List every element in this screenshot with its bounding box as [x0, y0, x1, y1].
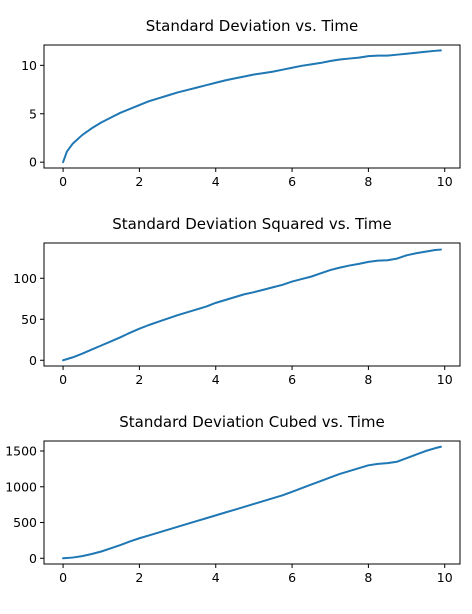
- series-line-1: [62, 445, 442, 560]
- y-tick-label: 50: [21, 312, 37, 327]
- y-tick-label: 0: [29, 353, 37, 368]
- x-tick-label: 2: [135, 570, 143, 585]
- y-tick-label: 5: [29, 106, 37, 121]
- x-tick-label: 8: [364, 174, 372, 189]
- chart-panel-3: Standard Deviation Cubed vs. Time 0 2 4 6 8 10…: [5, 413, 461, 585]
- x-tick-label: 8: [364, 570, 372, 585]
- x-tick-label: 6: [288, 570, 296, 585]
- axes-frame: [43, 44, 461, 169]
- axes-frame: [43, 242, 461, 367]
- x-tick-label: 0: [59, 174, 67, 189]
- y-tick-label: 100: [13, 271, 37, 286]
- y-tick-label: 0: [29, 155, 37, 170]
- y-tick-label: 1000: [5, 479, 37, 494]
- y-tick-label: 0: [29, 551, 37, 566]
- y-tick-label: 500: [13, 515, 37, 530]
- x-tick-label: 6: [288, 372, 296, 387]
- chart-title: Standard Deviation vs. Time: [146, 17, 358, 35]
- axes-frame: [43, 440, 461, 565]
- x-tick-label: 4: [212, 570, 220, 585]
- chart-panel-1: Standard Deviation vs. Time 0 2 4 6 8 10 0 5 10: [21, 17, 461, 189]
- x-tick-label: 2: [135, 174, 143, 189]
- series-line-1: [62, 49, 442, 164]
- x-tick-label: 10: [437, 570, 453, 585]
- y-tick-label: 1500: [5, 444, 37, 459]
- chart-title: Standard Deviation Squared vs. Time: [112, 215, 392, 233]
- x-tick-label: 2: [135, 372, 143, 387]
- x-tick-label: 0: [59, 570, 67, 585]
- x-tick-label: 10: [437, 372, 453, 387]
- chart-title: Standard Deviation Cubed vs. Time: [119, 413, 384, 431]
- x-tick-label: 4: [212, 174, 220, 189]
- x-tick-label: 4: [212, 372, 220, 387]
- chart-panel-2: Standard Deviation Squared vs. Time 0 2 4 6 8…: [13, 215, 461, 387]
- x-tick-label: 6: [288, 174, 296, 189]
- x-tick-label: 10: [437, 174, 453, 189]
- series-line-1: [62, 248, 442, 362]
- x-tick-label: 8: [364, 372, 372, 387]
- y-tick-label: 10: [21, 58, 37, 73]
- x-tick-label: 0: [59, 372, 67, 387]
